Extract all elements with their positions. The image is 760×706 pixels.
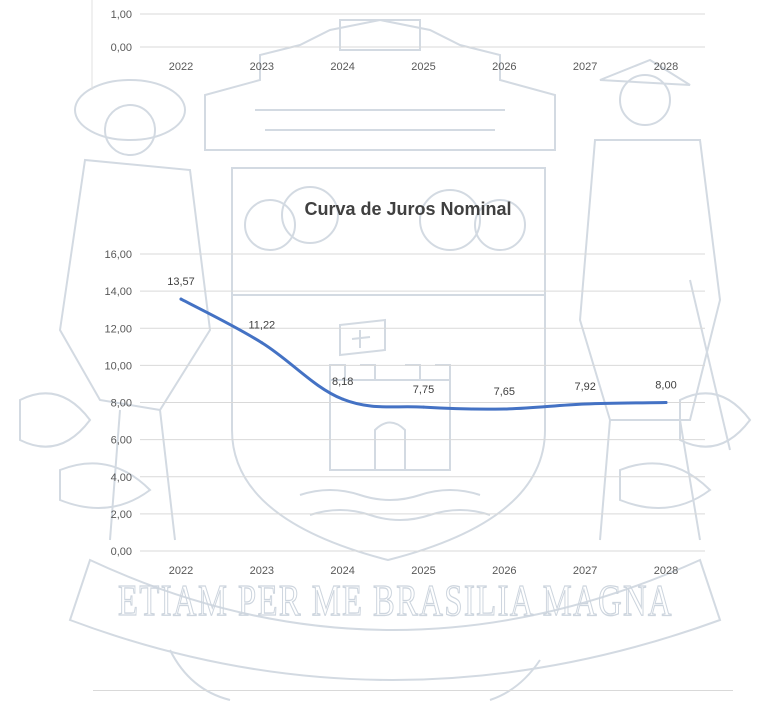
data-point [260,341,264,345]
y-tick-label: 10,00 [104,360,132,372]
previous-chart-partial: 1,00 0,00 2022 2023 2024 2025 2026 2027 2028 [91,0,705,90]
y-tick-label: 0,00 [111,546,132,558]
x-tick-label: 2026 [492,565,516,577]
motto-text: ETIAM PER ME BRASILIA MAGNA [118,576,673,625]
y-tick-label: 14,00 [104,286,132,298]
x-tick-label: 2024 [330,61,354,73]
y-tick-label: 1,00 [111,9,132,21]
chart-title: Curva de Juros Nominal [304,199,511,219]
y-tick-label: 16,00 [104,249,132,261]
data-label: 7,65 [494,386,515,398]
data-label: 7,75 [413,384,434,396]
x-tick-label: 2023 [250,565,274,577]
data-label: 11,22 [248,320,275,332]
x-tick-label: 2026 [492,61,516,73]
x-tick-label: 2025 [411,565,435,577]
x-tick-label: 2024 [330,565,354,577]
data-label: 8,18 [332,376,353,388]
x-tick-label: 2027 [573,565,597,577]
y-tick-label: 2,00 [111,509,132,521]
data-label: 8,00 [655,380,676,392]
data-point [422,405,425,409]
x-tick-label: 2028 [654,61,678,73]
x-tick-label: 2028 [654,565,678,577]
interest-curve-chart: Curva de Juros Nominal 0,00 2,00 4,00 6,00 8… [104,199,705,577]
y-tick-label: 6,00 [111,435,132,447]
data-point [341,397,345,401]
y-tick-label: 0,00 [111,42,132,54]
x-tick-label: 2023 [250,61,274,73]
next-chart-border [93,690,733,706]
x-tick-label: 2027 [573,61,597,73]
data-point [179,297,183,301]
y-tick-label: 4,00 [111,472,132,484]
x-tick-label: 2022 [169,61,193,73]
data-point [664,401,668,404]
data-point [583,402,587,406]
y-tick-label: 12,00 [104,323,132,335]
data-point [502,407,506,411]
x-tick-label: 2025 [411,61,435,73]
x-tick-label: 2022 [169,565,193,577]
data-label: 7,92 [574,381,595,393]
data-label: 13,57 [167,276,195,288]
y-tick-label: 8,00 [111,398,132,410]
